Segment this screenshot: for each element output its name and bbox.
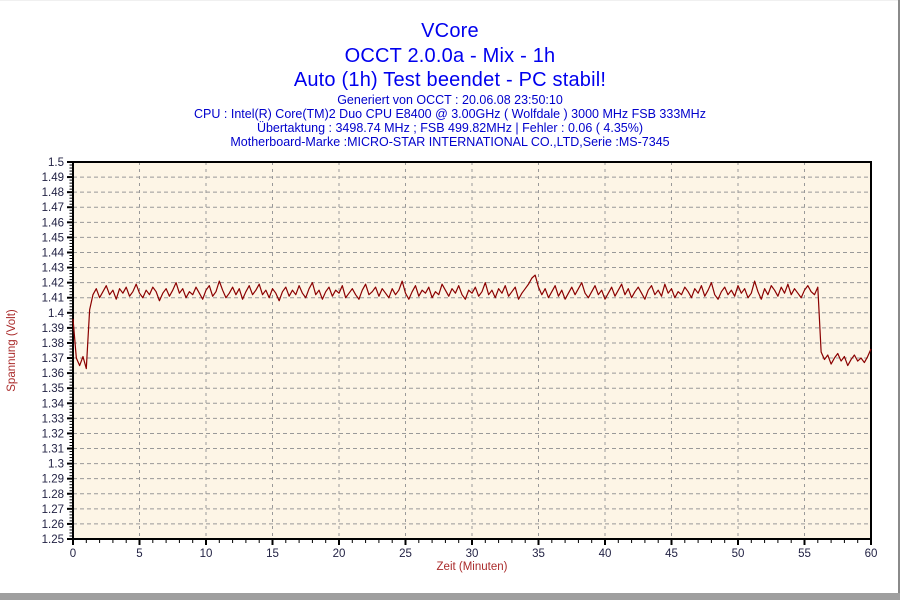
y-axis-title: Spannung (Volt) [6, 309, 18, 392]
x-tick-label: 25 [399, 548, 412, 560]
x-tick-label: 40 [599, 548, 612, 560]
y-tick-label: 1.45 [42, 232, 64, 244]
overclock-info-line: Übertaktung : 3498.74 MHz ; FSB 499.82MH… [256, 120, 644, 135]
cpu-info-line: CPU : Intel(R) Core(TM)2 Duo CPU E8400 @… [194, 106, 706, 121]
x-tick-label: 15 [266, 548, 279, 560]
x-tick-label: 5 [136, 548, 142, 560]
chart-subtitle: OCCT 2.0.0a - Mix - 1h [344, 44, 556, 67]
y-tick-label: 1.28 [42, 489, 64, 501]
chart-title: VCore [421, 20, 479, 42]
y-tick-label: 1.48 [42, 187, 64, 199]
y-tick-label: 1.27 [42, 504, 64, 516]
x-tick-label: 30 [466, 548, 479, 560]
y-tick-label: 1.4 [48, 308, 65, 320]
y-tick-label: 1.35 [42, 383, 64, 395]
x-tick-label: 60 [865, 548, 878, 560]
test-status-text: Auto (1h) Test beendet - PC stabil! [293, 69, 607, 91]
y-tick-label: 1.26 [42, 519, 64, 531]
generated-timestamp-line: Generiert von OCCT : 20.06.08 23:50:10 [337, 92, 563, 107]
y-tick-label: 1.37 [42, 353, 64, 365]
window-bottom-bar [0, 593, 900, 600]
motherboard-info-line: Motherboard-Marke :MICRO-STAR INTERNATIO… [230, 134, 670, 149]
y-tick-label: 1.39 [42, 323, 64, 335]
y-tick-label: 1.5 [48, 157, 64, 169]
plot-border [72, 161, 872, 540]
y-tick-label: 1.46 [42, 217, 64, 229]
y-tick-label: 1.36 [42, 368, 64, 380]
y-tick-label: 1.29 [42, 474, 64, 486]
x-tick-label: 10 [200, 548, 213, 560]
window-right-edge [898, 0, 900, 593]
x-tick-label: 55 [798, 548, 811, 560]
y-tick-label: 1.25 [42, 534, 64, 546]
y-tick-label: 1.49 [42, 172, 64, 184]
y-tick-label: 1.42 [42, 278, 64, 290]
y-tick-label: 1.31 [42, 444, 64, 456]
y-tick-label: 1.41 [42, 293, 64, 305]
x-axis-title: Zeit (Minuten) [437, 561, 508, 573]
x-tick-label: 20 [333, 548, 346, 560]
x-tick-label: 50 [732, 548, 745, 560]
y-tick-label: 1.3 [48, 459, 64, 471]
window-top-edge [0, 0, 900, 1]
x-tick-label: 45 [665, 548, 678, 560]
y-tick-label: 1.33 [42, 413, 64, 425]
y-tick-label: 1.44 [42, 247, 65, 259]
y-tick-label: 1.32 [42, 428, 64, 440]
x-tick-label: 35 [532, 548, 545, 560]
y-tick-label: 1.47 [42, 202, 64, 214]
y-tick-label: 1.43 [42, 263, 64, 275]
plot-area [73, 162, 871, 539]
y-tick-label: 1.34 [42, 398, 65, 410]
y-tick-label: 1.38 [42, 338, 64, 350]
x-tick-label: 0 [70, 548, 76, 560]
chart-header: VCore OCCT 2.0.0a - Mix - 1h Auto (1h) T… [0, 0, 900, 149]
vcore-trace [72, 274, 872, 370]
